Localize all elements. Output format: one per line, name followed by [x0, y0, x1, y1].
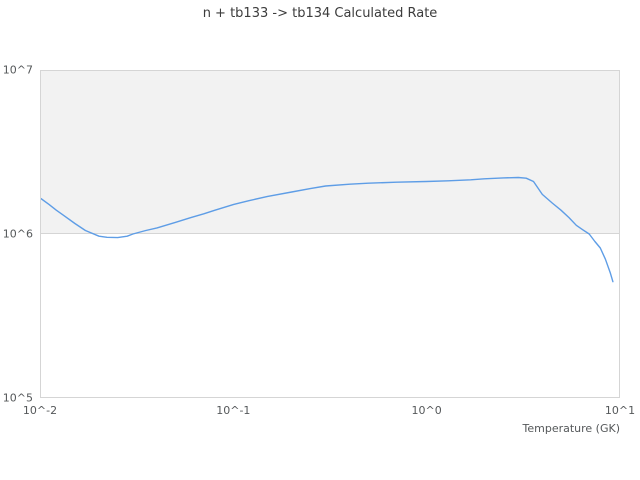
rate-curve — [41, 176, 614, 283]
x-axis-tick-label: 10^-2 — [22, 404, 58, 417]
y-axis-tick-label: 10^6 — [2, 227, 33, 241]
y-axis: 10^7 10^6 10^5 — [0, 64, 33, 405]
y-axis-tick-label: 10^7 — [2, 63, 33, 77]
y-axis-tick-label: 10^5 — [2, 391, 33, 405]
x-axis-title: Temperature (GK) — [522, 422, 621, 435]
chart-title: n + tb133 -> tb134 Calculated Rate — [202, 6, 438, 21]
x-axis: 10^-2 10^-1 10^0 10^1 — [23, 404, 635, 418]
rate-curve-svg — [41, 176, 614, 283]
x-axis-tick-label: 10^1 — [604, 404, 636, 417]
x-axis-tick-label: 10^0 — [411, 404, 442, 417]
plot-area — [40, 70, 620, 398]
x-axis-tick-label: 10^-1 — [216, 404, 251, 417]
log-decade-band — [41, 71, 619, 234]
